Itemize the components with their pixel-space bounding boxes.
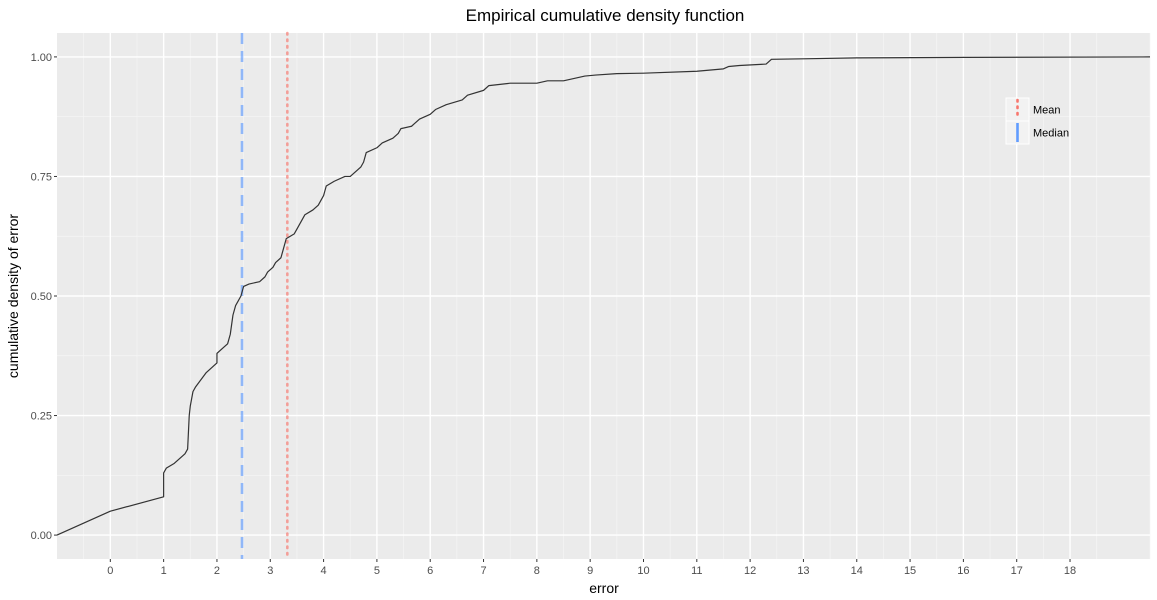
- x-tick-label: 10: [637, 565, 649, 577]
- y-tick-label: 0.00: [31, 530, 52, 542]
- x-tick-label: 15: [904, 565, 916, 577]
- series-lines: [56, 56, 1151, 536]
- major-gridlines: [57, 33, 1150, 559]
- x-tick-label: 14: [851, 565, 863, 577]
- legend-label: Mean: [1033, 105, 1061, 117]
- x-tick-label: 16: [957, 565, 969, 577]
- x-tick-label: 13: [797, 565, 809, 577]
- y-tick-label: 0.25: [31, 411, 52, 423]
- x-tick-label: 6: [427, 565, 433, 577]
- y-tick-label: 1.00: [31, 52, 52, 64]
- x-tick-label: 9: [587, 565, 593, 577]
- x-tick-label: 0: [107, 565, 113, 577]
- y-axis-ticks: 0.00 0.25 0.50 0.75 1.00: [31, 52, 57, 542]
- x-axis-title: error: [589, 580, 619, 596]
- ecdf-line: [56, 56, 1151, 536]
- legend: Mean Median: [1005, 97, 1069, 145]
- x-tick-label: 3: [267, 565, 273, 577]
- x-tick-label: 11: [691, 565, 702, 577]
- x-tick-label: 4: [321, 565, 327, 577]
- x-tick-label: 18: [1064, 565, 1076, 577]
- y-axis-title: cumulative density of error: [5, 214, 21, 379]
- y-tick-label: 0.50: [31, 291, 52, 303]
- reference-lines: [240, 31, 289, 561]
- x-tick-label: 5: [374, 565, 380, 577]
- x-tick-label: 7: [480, 565, 486, 577]
- legend-label: Median: [1033, 128, 1069, 140]
- x-axis-ticks: 0 1 2 3 4 5 6 7 8 9 10 11 12 13 14 15 16 17 18: [107, 559, 1076, 577]
- x-tick-label: 12: [744, 565, 756, 577]
- x-tick-label: 8: [534, 565, 540, 577]
- x-tick-label: 1: [161, 565, 167, 577]
- x-tick-label: 17: [1011, 565, 1023, 577]
- y-tick-label: 0.75: [31, 171, 52, 183]
- chart-title: Empirical cumulative density function: [466, 6, 745, 25]
- x-tick-label: 2: [214, 565, 220, 577]
